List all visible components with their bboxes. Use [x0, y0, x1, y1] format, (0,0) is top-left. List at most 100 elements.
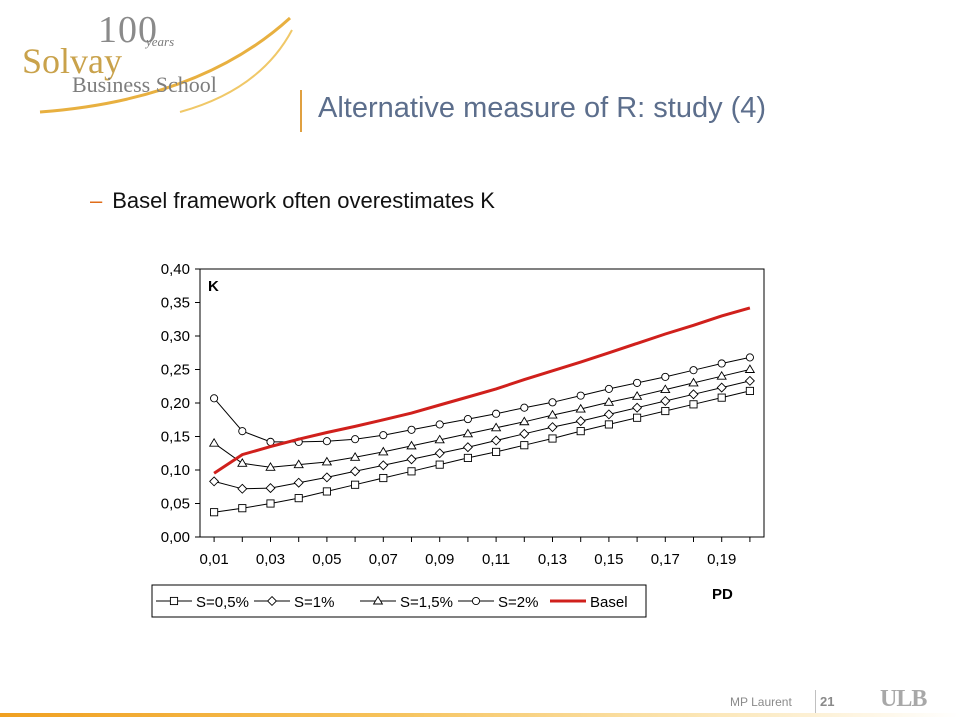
data-point [322, 437, 331, 446]
data-point [631, 391, 643, 400]
data-point [689, 366, 698, 375]
data-point [321, 456, 333, 466]
legend-marker [471, 596, 481, 606]
x-tick-label: 0,13 [538, 551, 567, 568]
data-point [548, 398, 557, 407]
data-point [547, 409, 558, 419]
data-point [462, 442, 473, 453]
data-point [490, 422, 502, 432]
data-point [603, 409, 614, 420]
data-point [434, 448, 445, 459]
data-point [660, 395, 671, 407]
x-tick-label: 0,01 [199, 551, 228, 568]
series-line-3 [213, 369, 751, 468]
data-point [661, 406, 670, 416]
data-point [349, 451, 361, 461]
data-point [688, 389, 699, 400]
data-point [265, 483, 276, 494]
page-number: 21 [820, 694, 835, 709]
data-point [576, 427, 585, 436]
y-tick-label: 0,05 [161, 496, 190, 513]
data-point [745, 386, 754, 395]
data-point [463, 415, 472, 424]
data-point [266, 499, 275, 508]
data-point [378, 460, 389, 471]
data-point [293, 459, 304, 469]
data-point [351, 480, 360, 489]
x-tick-label: 0,17 [651, 551, 680, 568]
data-point [519, 428, 530, 439]
data-point [350, 466, 361, 477]
data-point [265, 462, 276, 471]
data-point [492, 409, 501, 418]
data-point [407, 425, 416, 434]
legend-label: S=1% [294, 594, 334, 611]
data-point [520, 441, 529, 450]
data-point [266, 437, 275, 446]
y-tick-label: 0,40 [161, 261, 190, 278]
data-point [210, 394, 219, 403]
y-tick-label: 0,30 [161, 328, 190, 345]
legend-label: S=0,5% [196, 594, 249, 611]
logo-solvay: Solvay [22, 41, 123, 81]
ulb-logo: ULB [880, 686, 927, 712]
data-point [435, 460, 444, 469]
data-point [603, 397, 615, 406]
x-axis-title: PD [712, 586, 733, 603]
data-point [208, 437, 220, 447]
bullet-item: – Basel framework often overestimates K [90, 188, 495, 214]
x-tick-label: 0,09 [425, 551, 454, 568]
y-tick-label: 0,00 [161, 529, 190, 546]
data-point [745, 353, 754, 362]
data-point [716, 370, 727, 380]
logo-business-school: Business School [72, 72, 217, 97]
data-point [716, 382, 727, 393]
data-point [575, 416, 586, 427]
legend-marker [266, 595, 278, 607]
legend-marker [169, 596, 179, 606]
data-point [491, 435, 502, 446]
data-point [547, 422, 558, 433]
data-point [717, 359, 726, 368]
series-line-4 [213, 356, 751, 443]
solvay-logo: 100 years Solvay Business School [0, 0, 300, 120]
data-point [661, 372, 670, 381]
y-tick-label: 0,10 [161, 462, 190, 479]
y-tick-label: 0,25 [161, 362, 190, 379]
data-point [435, 420, 444, 429]
data-point [238, 504, 247, 513]
data-point [406, 454, 417, 465]
y-axis-title: K [208, 278, 219, 295]
data-point [688, 377, 699, 387]
data-point [407, 467, 416, 476]
x-tick-label: 0,11 [482, 551, 510, 568]
data-point [604, 420, 613, 429]
data-point [744, 364, 756, 373]
title-accent-bar [300, 90, 302, 132]
legend-marker [372, 595, 384, 605]
x-tick-label: 0,05 [312, 551, 341, 568]
x-tick-label: 0,19 [707, 551, 736, 568]
data-point [520, 403, 529, 412]
data-point [378, 446, 389, 456]
data-point [604, 384, 613, 393]
series-line-5 [213, 306, 751, 475]
x-tick-label: 0,03 [256, 551, 285, 568]
data-point [633, 413, 642, 422]
plot-frame [199, 268, 765, 538]
data-point [462, 428, 474, 438]
data-point [237, 483, 248, 494]
data-point [519, 416, 530, 426]
footer-separator [815, 690, 816, 714]
data-point [717, 393, 726, 402]
data-point [351, 435, 360, 444]
data-point [294, 494, 303, 503]
y-tick-label: 0,15 [161, 429, 190, 446]
data-point [379, 431, 388, 440]
data-point [632, 402, 643, 413]
y-tick-label: 0,20 [161, 395, 190, 412]
data-point [209, 476, 220, 487]
data-point [548, 434, 557, 443]
legend-label: S=1,5% [400, 594, 453, 611]
data-point [406, 440, 417, 450]
